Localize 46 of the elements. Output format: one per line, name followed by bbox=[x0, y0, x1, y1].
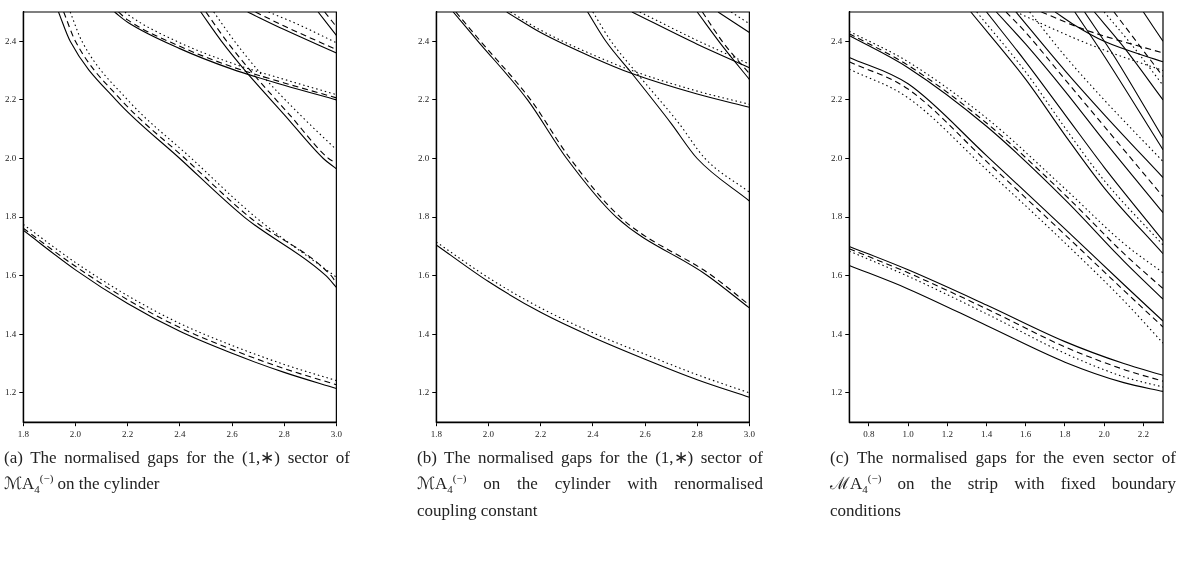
x-tick-label: 3.0 bbox=[743, 428, 756, 439]
x-tick-label: 2.0 bbox=[482, 428, 495, 439]
x-tick-label: 2.8 bbox=[278, 428, 291, 439]
x-tick-label: 1.8 bbox=[17, 428, 30, 439]
x-tick-label: 1.2 bbox=[941, 428, 953, 439]
y-tick-label: 2.2 bbox=[831, 94, 843, 105]
x-tick-label: 2.6 bbox=[226, 428, 239, 439]
y-tick-label: 1.2 bbox=[5, 387, 17, 398]
y-tick-label: 1.6 bbox=[418, 270, 430, 281]
x-tick-label: 2.2 bbox=[122, 428, 134, 439]
y-tick-label: 2.4 bbox=[831, 35, 843, 46]
y-tick-label: 2.4 bbox=[418, 35, 430, 46]
x-tick-label: 2.4 bbox=[174, 428, 186, 439]
x-tick-label: 2.0 bbox=[69, 428, 82, 439]
y-tick-label: 1.8 bbox=[418, 211, 430, 222]
x-tick-label: 1.8 bbox=[430, 428, 443, 439]
x-tick-label: 0.8 bbox=[863, 428, 875, 439]
x-tick-label: 3.0 bbox=[330, 428, 343, 439]
text: (a) The normalised gaps for the (1,∗) sector of ℳA$_{4}$$^{(−)}$ on the cylinder bbox=[3, 447, 351, 498]
chart-title: (b) The normalised gaps for the (1,∗) sector of ℳA$_{4}$$^{(−)}$ on the cylinder with renormalised coupling constant bbox=[417, 448, 763, 521]
y-tick-label: 2.4 bbox=[5, 35, 17, 46]
x-tick-label: 1.6 bbox=[1020, 428, 1032, 439]
x-tick-label: 2.4 bbox=[587, 428, 599, 439]
y-tick-label: 2.0 bbox=[831, 152, 843, 163]
y-tick-label: 1.8 bbox=[5, 211, 17, 222]
x-tick-label: 1.0 bbox=[902, 428, 915, 439]
x-tick-label: 2.2 bbox=[535, 428, 547, 439]
y-tick-label: 1.6 bbox=[831, 270, 843, 281]
y-tick-label: 1.4 bbox=[5, 328, 17, 339]
y-tick-label: 2.0 bbox=[5, 152, 17, 163]
x-tick-label: 1.8 bbox=[1059, 428, 1072, 439]
x-tick-label: 2.8 bbox=[691, 428, 704, 439]
y-tick-label: 1.2 bbox=[831, 387, 843, 398]
y-tick-label: 1.4 bbox=[831, 328, 843, 339]
x-tick-label: 2.2 bbox=[1137, 428, 1150, 439]
y-tick-label: 1.2 bbox=[418, 387, 430, 398]
y-tick-label: 2.2 bbox=[418, 94, 430, 105]
x-tick-label: 2.6 bbox=[639, 428, 652, 439]
x-tick-label: 1.4 bbox=[980, 428, 993, 439]
y-tick-label: 2.0 bbox=[418, 152, 430, 163]
y-tick-label: 2.2 bbox=[5, 94, 17, 105]
y-tick-label: 1.6 bbox=[5, 270, 17, 281]
y-tick-label: 1.4 bbox=[418, 328, 430, 339]
y-tick-label: 1.8 bbox=[831, 211, 843, 222]
chart-title: (c) The normalised gaps for the even sector of ℳA$_{4}$$^{(−)}$ on the strip with fixed boundary conditions bbox=[830, 448, 1176, 521]
x-tick-label: 2.0 bbox=[1098, 428, 1111, 439]
